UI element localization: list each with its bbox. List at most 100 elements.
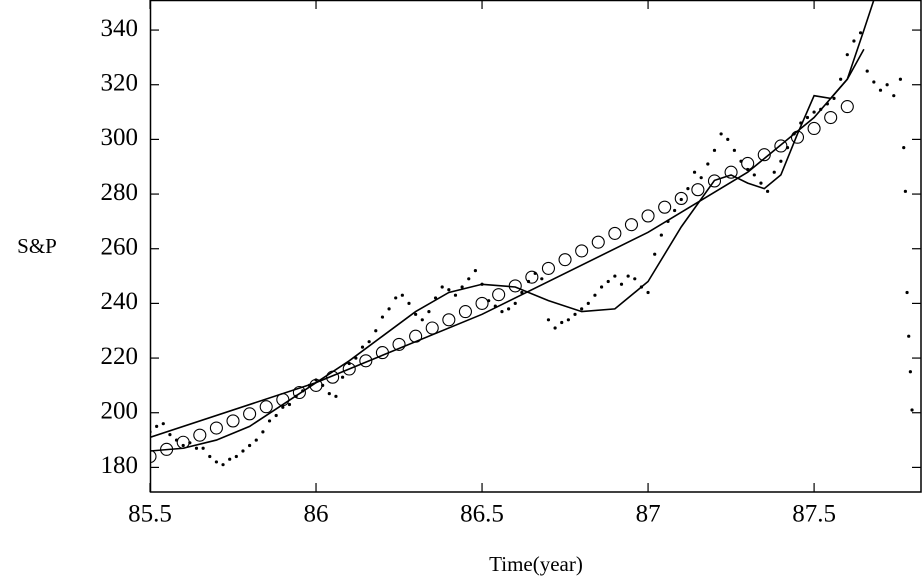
fit-circle: [292, 385, 306, 400]
fit-circle: [807, 121, 821, 136]
fit-circle: [193, 428, 207, 442]
data-dot: [892, 94, 896, 98]
data-dot: [520, 290, 524, 295]
data-dot: [646, 290, 650, 295]
data-dot: [500, 310, 504, 314]
data-dot: [573, 312, 577, 316]
data-dot: [467, 277, 471, 281]
data-dot: [872, 80, 876, 84]
data-dot: [560, 320, 564, 325]
data-dot: [181, 443, 185, 448]
data-dot: [845, 53, 849, 57]
data-dot: [712, 148, 717, 152]
data-dot: [699, 176, 703, 180]
data-dot: [852, 39, 856, 43]
plot-area: [150, 0, 914, 467]
data-dot: [832, 96, 836, 100]
data-dot: [214, 460, 219, 464]
data-dot: [150, 430, 152, 434]
fit-circle: [209, 421, 223, 435]
data-dot: [248, 443, 252, 448]
fit-circle: [475, 296, 489, 310]
fit-circle: [243, 407, 257, 421]
data-dot: [473, 269, 478, 273]
data-dot: [686, 187, 690, 191]
data-dot: [340, 375, 345, 379]
fit-circle: [226, 414, 240, 428]
data-dot: [599, 285, 604, 289]
data-dot: [907, 334, 911, 338]
data-dot: [546, 318, 551, 322]
fit-circle: [492, 288, 506, 302]
x-tick-label: 85.5: [128, 501, 172, 528]
data-dot: [387, 307, 391, 311]
plot-frame: [149, 0, 922, 493]
y-tick-label: 180: [101, 452, 139, 479]
data-dot: [910, 408, 914, 412]
fit-circle: [342, 362, 356, 376]
data-dot: [905, 290, 909, 295]
data-dot: [407, 301, 411, 305]
data-dot: [878, 88, 883, 92]
x-tick-label: 87: [636, 501, 661, 528]
y-tick-label: 340: [101, 15, 139, 42]
data-dot: [779, 159, 783, 163]
x-axis-label: Time(year): [489, 552, 583, 576]
data-dot: [507, 307, 511, 311]
data-dot: [234, 454, 238, 459]
data-dot: [759, 181, 763, 185]
fit-line: [150, 0, 875, 452]
fit-circle: [774, 139, 788, 153]
data-dot: [679, 197, 683, 202]
x-tick-label: 87.5: [792, 501, 836, 528]
fit-circle: [558, 253, 572, 267]
data-dot: [201, 446, 205, 450]
data-dot: [453, 293, 458, 297]
fit-circle: [707, 174, 722, 188]
fit-circle: [359, 354, 373, 368]
data-dot: [586, 301, 590, 305]
data-dot: [812, 110, 816, 114]
data-dot: [902, 146, 906, 150]
data-dot: [447, 288, 451, 292]
y-tick-label: 300: [101, 124, 139, 151]
data-dot: [752, 173, 756, 177]
data-dot: [805, 115, 810, 120]
data-dot: [241, 449, 245, 453]
data-dot: [414, 312, 418, 316]
data-dot: [440, 285, 444, 289]
data-dot: [433, 296, 438, 300]
fit-circle: [259, 400, 273, 414]
data-dot: [839, 77, 843, 81]
data-dot: [706, 162, 710, 166]
data-dot: [726, 137, 730, 141]
fit-circle: [150, 449, 157, 464]
fit-circle: [541, 261, 556, 275]
y-tick-label: 320: [101, 69, 139, 96]
data-dot: [460, 285, 464, 289]
fit-circle: [525, 270, 539, 284]
data-dot: [903, 189, 907, 193]
fit-circle: [741, 156, 755, 171]
fit-circle: [691, 183, 705, 197]
data-dot: [513, 301, 517, 305]
data-dot: [168, 433, 172, 437]
y-axis-label: S&P: [17, 234, 57, 258]
x-tick-label: 86: [304, 501, 329, 528]
data-dot: [766, 189, 770, 193]
fit-circle: [724, 165, 738, 179]
data-dot: [673, 208, 677, 213]
data-dot: [254, 438, 258, 442]
y-tick-label: 260: [101, 233, 139, 260]
data-dot: [580, 307, 584, 311]
data-dot: [566, 318, 570, 322]
data-dot: [420, 318, 424, 322]
fit-circle: [757, 148, 771, 162]
fit-circle: [425, 321, 439, 335]
data-dot: [653, 252, 657, 256]
data-dot: [194, 446, 199, 450]
data-dot: [885, 83, 889, 87]
data-dot: [593, 293, 597, 297]
